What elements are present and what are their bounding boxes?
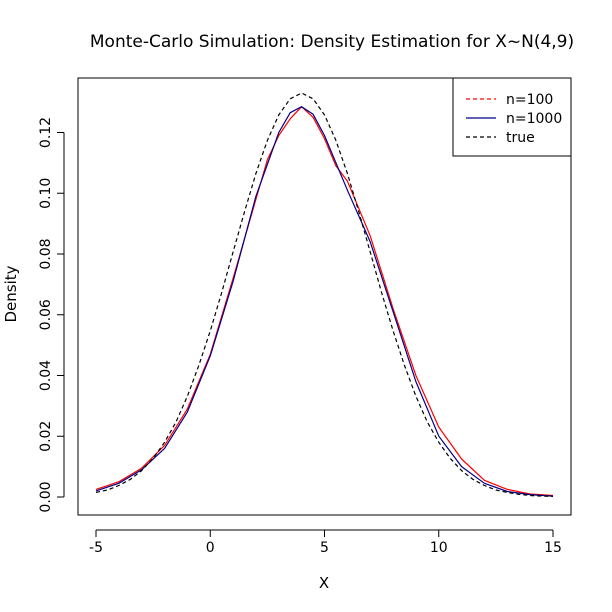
- y-axis: 0.00 0.02 0.04 0.06 0.08 0.10 0.12: [38, 117, 65, 513]
- legend-label: n=100: [506, 92, 553, 108]
- legend-label: true: [506, 130, 535, 146]
- chart-title: Monte-Carlo Simulation: Density Estimati…: [90, 32, 574, 52]
- series-layer: [95, 92, 554, 497]
- y-tick-label: 0.12: [38, 117, 54, 148]
- y-tick-label: 0.08: [38, 238, 54, 269]
- legend-label: n=1000: [506, 111, 562, 127]
- series-line-n-1000: [95, 106, 554, 497]
- legend: n=100 n=1000 true: [452, 77, 572, 157]
- y-tick-label: 0.06: [38, 299, 54, 330]
- x-tick-label: -5: [89, 540, 103, 556]
- y-tick-label: 0.10: [38, 178, 54, 209]
- y-tick-label: 0.00: [38, 481, 54, 512]
- x-tick-label: 0: [206, 540, 215, 556]
- plot-frame: [77, 77, 572, 516]
- y-axis-label: Density: [2, 265, 20, 322]
- series-line-true: [95, 92, 554, 497]
- x-tick-label: 15: [544, 540, 562, 556]
- legend-box: [452, 77, 572, 157]
- x-tick-label: 5: [320, 540, 329, 556]
- x-axis-label: X: [319, 574, 329, 592]
- y-tick-label: 0.04: [38, 360, 54, 391]
- series-line-n-100: [95, 106, 554, 497]
- y-tick-label: 0.02: [38, 421, 54, 452]
- x-tick-label: 10: [430, 540, 448, 556]
- x-axis: -5 0 5 10 15: [89, 529, 562, 556]
